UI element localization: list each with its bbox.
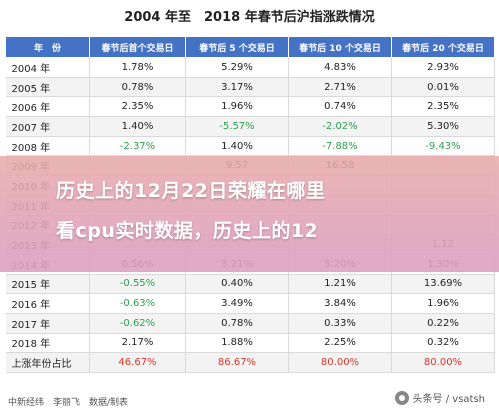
row-value-cell: 0.78% — [185, 313, 289, 334]
row-year-cell: 2006 年 — [5, 96, 90, 118]
row-value-cell: 1.96% — [185, 96, 289, 118]
table-row: 2016 年 -0.63% 3.49% 3.84% 1.96% — [5, 293, 495, 314]
row-value-cell: 3.49% — [185, 293, 289, 314]
row-value-cell: 4.83% — [288, 57, 392, 78]
row-value-cell: 1.40% — [185, 136, 289, 157]
row-value-cell: 1.78% — [89, 57, 186, 78]
row-value-cell: 1.88% — [185, 333, 289, 354]
row-value-cell: 1.40% — [89, 116, 186, 137]
table-row: 2018 年 2.17% 1.88% 2.25% 0.32% — [5, 333, 495, 354]
source-credit: 中新经纬 李丽飞 数据/制表 — [8, 398, 129, 408]
row-value-cell: 2.35% — [89, 96, 186, 118]
row-value-cell: 3.84% — [288, 293, 392, 314]
row-year-cell: 2017 年 — [5, 313, 90, 334]
watermark: 头条号 / vsatsh — [394, 390, 485, 405]
row-value-cell: 5.29% — [185, 57, 289, 78]
table-header-row: 年 份 春节后首个交易日 春节后 5 个交易日 春节后 10 个交易日 春节后 … — [5, 36, 495, 58]
headline-line-2: 看cpu实时数据，历史上的12 — [56, 220, 319, 242]
summary-value-cell: 80.00% — [391, 352, 495, 373]
row-value-cell: 2.71% — [288, 77, 392, 98]
header-day1: 春节后首个交易日 — [89, 36, 186, 58]
row-value-cell: -7.88% — [288, 136, 392, 157]
table-row: 2017 年 -0.62% 0.78% 0.33% 0.22% — [5, 313, 495, 334]
row-year-cell: 2004 年 — [5, 57, 90, 78]
watermark-text: 头条号 / vsatsh — [412, 394, 485, 405]
row-year-cell: 2008 年 — [5, 136, 90, 157]
row-value-cell: -2.02% — [288, 116, 392, 137]
summary-value-cell: 86.67% — [185, 352, 289, 373]
table-title: 2004 年至 2018 年春节后沪指涨跌情况 — [124, 10, 375, 25]
table-row: 2004 年 1.78% 5.29% 4.83% 2.93% — [5, 57, 495, 78]
row-value-cell: 1.96% — [391, 293, 495, 314]
row-year-cell: 2018 年 — [5, 333, 90, 354]
row-value-cell: 2.17% — [89, 333, 186, 354]
row-value-cell: 0.01% — [391, 77, 495, 98]
row-value-cell: 2.93% — [391, 57, 495, 78]
row-year-cell: 2007 年 — [5, 116, 90, 137]
row-value-cell: 13.69% — [391, 274, 495, 295]
row-value-cell: -0.63% — [89, 293, 186, 314]
row-value-cell: 0.74% — [288, 96, 392, 118]
row-value-cell: -9.43% — [391, 136, 495, 157]
row-value-cell: 2.25% — [288, 333, 392, 354]
headline-banner — [0, 156, 499, 272]
row-value-cell: 0.33% — [288, 313, 392, 334]
row-value-cell: -5.57% — [185, 116, 289, 137]
table-row: 2008 年 -2.37% 1.40% -7.88% -9.43% — [5, 136, 495, 157]
row-value-cell: -2.37% — [89, 136, 186, 157]
header-year: 年 份 — [5, 36, 90, 58]
summary-row: 上涨年份占比 46.67% 86.67% 80.00% 80.00% — [5, 352, 495, 373]
row-value-cell: 2.35% — [391, 96, 495, 118]
table-row: 2007 年 1.40% -5.57% -2.02% 5.30% — [5, 116, 495, 137]
table-row: 2005 年 0.78% 3.17% 2.71% 0.01% — [5, 77, 495, 98]
row-value-cell: 1.21% — [288, 274, 392, 295]
row-value-cell: 0.78% — [89, 77, 186, 98]
row-value-cell: 5.30% — [391, 116, 495, 137]
row-value-cell: 0.40% — [185, 274, 289, 295]
row-year-cell: 2015 年 — [5, 274, 90, 295]
table-row: 2006 年 2.35% 1.96% 0.74% 2.35% — [5, 96, 495, 118]
summary-label-cell: 上涨年份占比 — [5, 352, 90, 373]
header-day5: 春节后 5 个交易日 — [185, 36, 289, 58]
row-value-cell: 0.32% — [391, 333, 495, 354]
row-value-cell: 3.17% — [185, 77, 289, 98]
summary-value-cell: 80.00% — [288, 352, 392, 373]
header-day20: 春节后 20 个交易日 — [391, 36, 495, 58]
summary-value-cell: 46.67% — [89, 352, 186, 373]
toutiao-logo-icon — [394, 390, 409, 405]
header-day10: 春节后 10 个交易日 — [288, 36, 392, 58]
row-value-cell: -0.62% — [89, 313, 186, 334]
headline-line-1: 历史上的12月22日荣耀在哪里 — [56, 180, 326, 202]
row-year-cell: 2016 年 — [5, 293, 90, 314]
row-value-cell: -0.55% — [89, 274, 186, 295]
table-row: 2015 年 -0.55% 0.40% 1.21% 13.69% — [5, 274, 495, 295]
row-year-cell: 2005 年 — [5, 77, 90, 98]
row-value-cell: 0.22% — [391, 313, 495, 334]
